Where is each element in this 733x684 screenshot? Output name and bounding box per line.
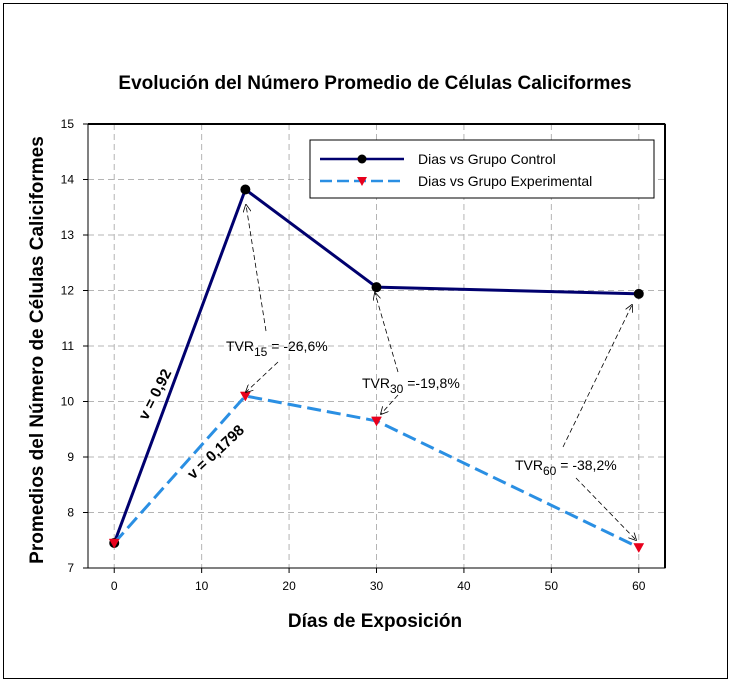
annotation-tvr60: TVR60 = -38,2% — [515, 457, 617, 478]
arrow-tvr60-control — [562, 305, 632, 448]
legend-marker-experimental — [357, 177, 367, 186]
legend-marker-control — [357, 154, 367, 164]
point-control-60 — [633, 288, 644, 299]
annotation-tvr60-value: = -38,2% — [556, 457, 616, 473]
chart-frame — [3, 3, 728, 679]
x-tick-label-10: 10 — [195, 579, 209, 593]
y-tick-label-7: 7 — [67, 561, 74, 575]
arrow-tvr30-control — [375, 293, 399, 373]
annotation-tvr30-base: TVR — [362, 375, 390, 391]
x-tick-label-20: 20 — [282, 579, 296, 593]
series-line-experimental — [113, 394, 640, 549]
point-experimental-30 — [371, 416, 382, 427]
axis-ticks: 7 8 9 10 11 12 13 14 15 0 10 20 30 40 50 60 — [61, 117, 646, 593]
annotation-tvr30: TVR30 =-19,8% — [362, 375, 460, 396]
x-axis-label: Días de Exposición — [288, 611, 462, 632]
annotation-tvr15-value: = -26,6% — [267, 338, 327, 354]
series-layer — [108, 184, 645, 553]
y-tick-label-14: 14 — [61, 173, 75, 187]
legend-box — [309, 139, 655, 199]
x-tick-label-60: 60 — [632, 579, 646, 593]
x-tick-label-0: 0 — [111, 579, 118, 593]
x-tick-label-50: 50 — [545, 579, 559, 593]
arrow-tvr60-experimental — [575, 477, 636, 540]
legend-label-control: Dias vs Grupo Control — [418, 151, 556, 167]
y-tick-label-11: 11 — [62, 339, 75, 353]
series-line-control — [112, 187, 639, 544]
y-tick-label-10: 10 — [61, 395, 75, 409]
y-tick-label-9: 9 — [67, 450, 74, 464]
annotation-tvr15: TVR15 = -26,6% — [226, 338, 328, 359]
arrow-tvr15-control — [246, 205, 267, 332]
arrow-tvr30-experimental — [381, 394, 399, 414]
point-control-30 — [371, 282, 382, 293]
y-tick-label-12: 12 — [61, 284, 75, 298]
y-tick-label-15: 15 — [61, 117, 75, 131]
y-tick-label-13: 13 — [61, 228, 75, 242]
legend: Dias vs Grupo Control Dias vs Grupo Expe… — [309, 139, 655, 199]
y-axis-label: Promedios del Número de Células Calicifo… — [27, 136, 48, 564]
annotation-tvr60-sub: 60 — [543, 464, 557, 478]
annotation-tvr15-base: TVR — [226, 338, 254, 354]
annotation-tvr15-sub: 15 — [254, 345, 268, 359]
annotation-arrows — [246, 205, 636, 540]
legend-label-experimental: Dias vs Grupo Experimental — [418, 173, 592, 189]
arrow-tvr15-experimental — [246, 361, 279, 392]
annotation-tvr30-sub: 30 — [390, 382, 404, 396]
y-tick-label-8: 8 — [67, 506, 74, 520]
point-experimental-0 — [108, 538, 120, 549]
chart-title: Evolución del Número Promedio de Células… — [118, 73, 631, 94]
annotation-tvr60-base: TVR — [515, 457, 543, 473]
x-tick-label-40: 40 — [457, 579, 471, 593]
point-control-15 — [240, 184, 251, 195]
x-tick-label-30: 30 — [370, 579, 384, 593]
point-experimental-60 — [633, 543, 645, 553]
annotation-tvr30-value: =-19,8% — [403, 375, 459, 391]
